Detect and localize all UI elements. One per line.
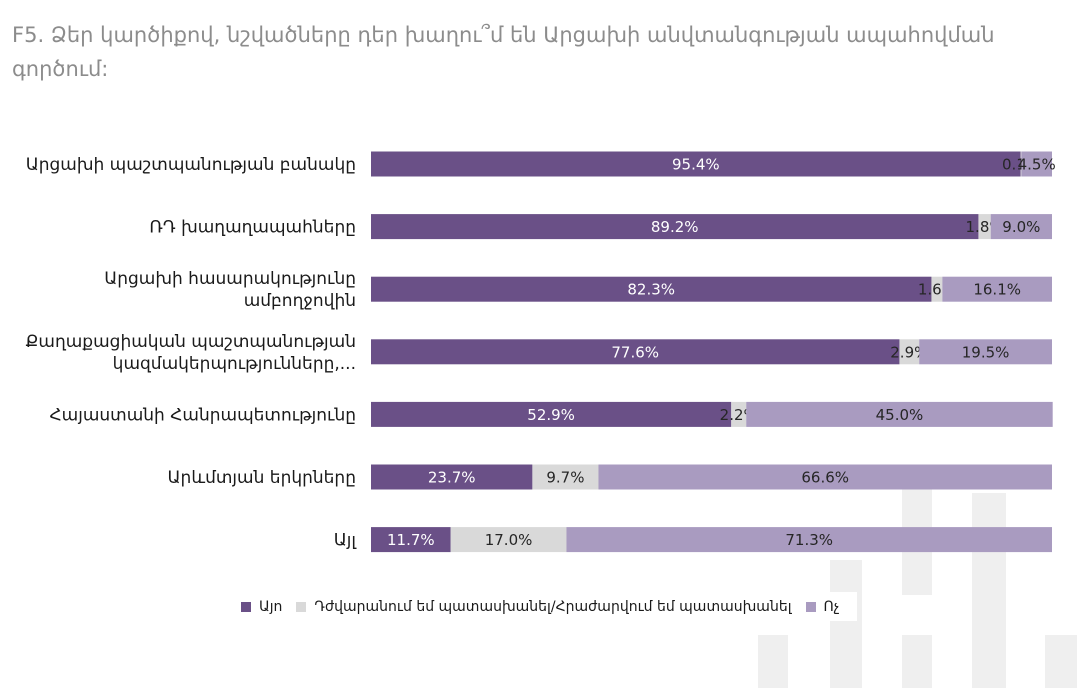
legend-item-no: Ոչ [805, 598, 840, 615]
category-label: կազմակերպությունները,... [113, 354, 356, 374]
deco-bar [1045, 635, 1077, 688]
data-label-yes: 23.7% [428, 469, 476, 487]
deco-bar [902, 635, 932, 688]
deco-bar [758, 635, 788, 688]
legend: Այո Դժվարանում եմ պատասխանել/Հրաժարվում … [225, 592, 857, 621]
category-label: Հայաստանի Հանրապետությունը [49, 405, 356, 425]
category-label: Քաղաքացիական պաշտպանության [26, 332, 356, 352]
bar-segment-yes [371, 401, 732, 427]
bar-segment-yes [371, 339, 900, 365]
data-label-no: 71.3% [785, 531, 833, 549]
bar-segment-hard [1020, 151, 1022, 177]
legend-swatch-hard [296, 601, 307, 612]
data-label-yes: 95.4% [672, 156, 720, 174]
legend-label-yes: Այո [259, 598, 283, 615]
bar-segment-hard [899, 339, 920, 365]
bar-segment-no [942, 276, 1052, 302]
bar-segment-no [566, 527, 1052, 553]
deco-bar [972, 493, 1006, 688]
data-label-no: 66.6% [801, 469, 849, 487]
bar-segment-no [746, 401, 1053, 427]
legend-label-no: Ոչ [823, 598, 840, 615]
bar-segment-yes [371, 151, 1021, 177]
data-label-hard: 2.9% [890, 343, 928, 361]
bar-segment-no [919, 339, 1052, 365]
data-label-hard: 9.7% [546, 469, 584, 487]
data-label-yes: 52.9% [527, 406, 575, 424]
legend-label-hard: Դժվարանում եմ պատասխանել/Հրաժարվում եմ պ… [314, 598, 792, 615]
category-label: ամբողջովին [244, 291, 356, 311]
category-label: Արևմտյան երկրները [168, 468, 356, 488]
legend-item-hard: Դժվարանում եմ պատասխանել/Հրաժարվում եմ պ… [296, 598, 792, 615]
bar-segment-hard [931, 276, 943, 302]
data-label-yes: 89.2% [651, 218, 699, 236]
bar-segment-no [1021, 151, 1052, 177]
data-label-yes: 77.6% [611, 343, 659, 361]
legend-item-yes: Այո [241, 599, 282, 615]
data-label-hard: 17.0% [485, 531, 533, 549]
category-label: Արցախի պաշտպանության բանակը [26, 155, 356, 175]
category-label: Այլ [334, 531, 358, 551]
bar-segment-no [598, 464, 1052, 490]
category-label: Արցախի հասարակությունը [104, 269, 356, 289]
stacked-bar-chart: Արցախի պաշտպանության բանակը 95.4% 0.1%4.5%… [26, 151, 1056, 553]
data-label-yes: 82.3% [627, 281, 675, 299]
chart-title: F5. Ձեր կարծիքով, նշվածները դեր խաղու՞մ … [12, 23, 995, 81]
bar-segment-hard [978, 214, 991, 240]
data-label-no: 9.0% [1002, 218, 1040, 236]
category-label: ՌԴ խաղաղապահները [149, 218, 356, 238]
bar-segment-hard [532, 464, 599, 490]
bar-segment-hard [450, 527, 567, 553]
data-label-no: 45.0% [876, 406, 924, 424]
legend-swatch-yes [241, 601, 251, 612]
data-label-no: 4.5% [1018, 156, 1056, 174]
data-label-no: 19.5% [962, 343, 1010, 361]
legend-swatch-no [805, 601, 816, 612]
data-label-yes: 11.7% [387, 531, 435, 549]
bar-segment-yes [371, 464, 533, 490]
data-label-no: 16.1% [973, 281, 1021, 299]
bar-segment-no [990, 214, 1052, 240]
deco-bar [830, 560, 862, 688]
bar-segment-yes [371, 276, 932, 302]
bar-segment-hard [731, 401, 747, 427]
bar-segment-yes [371, 527, 451, 553]
bar-segment-yes [371, 214, 979, 240]
